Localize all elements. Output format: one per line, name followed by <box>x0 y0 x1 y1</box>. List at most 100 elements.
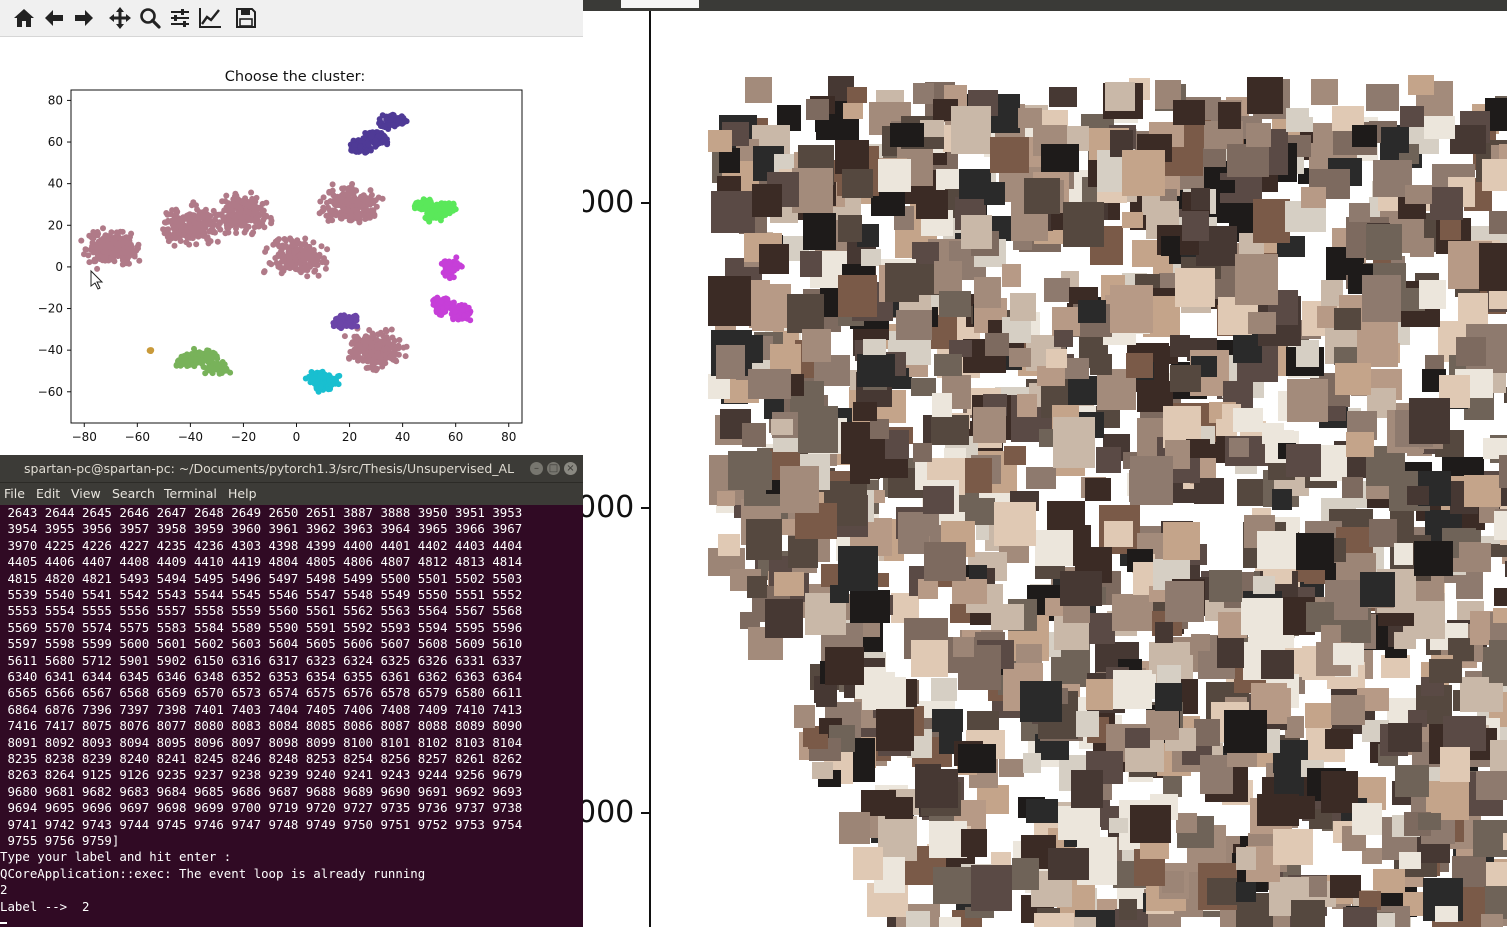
scatter-point <box>171 230 178 237</box>
thumbnail-tile <box>747 576 767 598</box>
scatter-point <box>81 251 87 258</box>
terminal-titlebar[interactable]: spartan-pc@spartan-pc: ~/Documents/pytor… <box>0 455 583 482</box>
scatter-point <box>421 205 428 212</box>
scatter-point <box>307 263 313 270</box>
scatter-point <box>104 249 111 256</box>
scatter-point <box>363 206 370 213</box>
menu-search[interactable]: Search <box>112 486 155 501</box>
thumbnail-tile <box>1287 379 1328 422</box>
move-icon <box>109 7 131 29</box>
thumbnail-tile <box>1503 833 1507 850</box>
thumbnail-tile <box>1499 455 1507 488</box>
thumbnail-tile <box>1419 280 1446 309</box>
thumbnail-tile <box>1311 79 1338 105</box>
scatter-point <box>349 190 356 197</box>
terminal-line: 8263 8264 9125 9126 9235 9237 9238 9239 … <box>0 767 523 783</box>
scatter-point <box>357 143 364 150</box>
thumbnail-tile <box>853 847 883 880</box>
thumbnail-tile <box>1247 77 1283 114</box>
thumbnail-tile <box>1004 446 1026 465</box>
scatter-point <box>331 377 338 384</box>
thumbnail-tile <box>1357 322 1398 367</box>
thumbnail-tile <box>1352 125 1377 147</box>
navigation-toolbar <box>0 0 583 37</box>
thumbnail-tile <box>931 678 957 701</box>
thumbnail-tile <box>934 261 962 294</box>
scatter-point <box>302 235 309 242</box>
scatter-point <box>339 203 346 210</box>
scatter-point <box>219 198 226 205</box>
tsne-image-mosaic[interactable] <box>583 11 1507 927</box>
home-button[interactable] <box>12 6 36 30</box>
scatter-point <box>437 298 444 305</box>
scatter-point <box>326 377 333 384</box>
scatter-point <box>325 204 332 211</box>
thumbnail-tile <box>1418 813 1441 830</box>
maximize-button[interactable]: □ <box>547 462 560 475</box>
menu-edit[interactable]: Edit <box>36 486 61 501</box>
scatter-point <box>292 256 299 263</box>
close-button[interactable]: × <box>564 462 577 475</box>
thumbnail-tile <box>1209 570 1242 602</box>
thumbnail-tile <box>1217 180 1235 193</box>
thumbnail-tile <box>1037 366 1065 386</box>
zoom-button[interactable] <box>138 6 162 30</box>
thumbnail-tile <box>843 103 863 119</box>
minimize-button[interactable]: – <box>530 462 543 475</box>
scatter-point <box>243 226 249 233</box>
thumbnail-tile <box>913 83 934 104</box>
thumbnail-tile <box>1285 716 1304 738</box>
scatter-point <box>96 252 103 259</box>
thumbnail-tile <box>961 215 992 249</box>
scatter-point <box>241 200 248 207</box>
thumbnail-tile <box>1035 530 1073 566</box>
menu-view[interactable]: View <box>71 486 101 501</box>
scatter-point <box>348 340 355 347</box>
scatter-point <box>191 345 197 352</box>
y-tick-label: 0 <box>55 260 63 274</box>
thumbnail-tile <box>717 491 735 506</box>
thumbnail-tile <box>911 640 948 677</box>
thumbnail-tile <box>890 123 924 147</box>
thumbnail-tile <box>1241 598 1283 635</box>
x-tick-label: 40 <box>395 430 410 444</box>
scatter-point <box>104 236 111 243</box>
thumbnail-tile <box>1034 913 1074 927</box>
menu-terminal[interactable]: Terminal <box>164 486 217 501</box>
thumbnail-tile <box>1381 655 1410 678</box>
save-button[interactable] <box>234 6 258 30</box>
scatter-point <box>320 194 327 201</box>
edit-axis-button[interactable] <box>198 6 222 30</box>
thumbnail-tile <box>924 542 966 581</box>
scatter-point <box>206 354 213 361</box>
thumbnail-tile <box>931 415 969 445</box>
terminal-output[interactable]: 2643 2644 2645 2646 2647 2648 2649 2650 … <box>0 505 583 927</box>
thumbnail-tile <box>1125 728 1150 748</box>
back-button[interactable] <box>42 6 66 30</box>
scatter-point <box>272 255 279 261</box>
terminal-line: 4405 4406 4407 4408 4409 4410 4419 4804 … <box>0 554 523 570</box>
pan-button[interactable] <box>108 6 132 30</box>
scatter-point <box>263 245 270 252</box>
scatter-point <box>435 206 442 213</box>
menu-help[interactable]: Help <box>228 486 257 501</box>
thumbnail-tile <box>1342 477 1363 498</box>
menu-file[interactable]: File <box>4 486 25 501</box>
forward-button[interactable] <box>72 6 96 30</box>
thumbnail-tile <box>759 244 789 274</box>
thumbnail-tile <box>1191 634 1210 651</box>
scatter-point <box>395 117 402 124</box>
configure-subplots-button[interactable] <box>168 6 192 30</box>
scatter-point <box>296 252 303 259</box>
terminal-line: 6340 6341 6344 6345 6346 6348 6352 6353 … <box>0 669 523 684</box>
cluster-scatter-plot[interactable]: Choose the cluster: −80 −60 −40 −20 0 20 40 60 8… <box>0 37 583 455</box>
thumbnail-tile <box>1408 75 1434 95</box>
scatter-point <box>358 346 365 353</box>
terminal-line: 5597 5598 5599 5600 5601 5602 5603 5604 … <box>0 636 523 652</box>
active-tab[interactable] <box>621 0 699 8</box>
scatter-point <box>257 205 264 212</box>
scatter-point <box>214 355 221 362</box>
scatter-point <box>234 196 241 203</box>
thumbnail-tile <box>1489 211 1507 234</box>
scatter-point <box>179 216 186 223</box>
